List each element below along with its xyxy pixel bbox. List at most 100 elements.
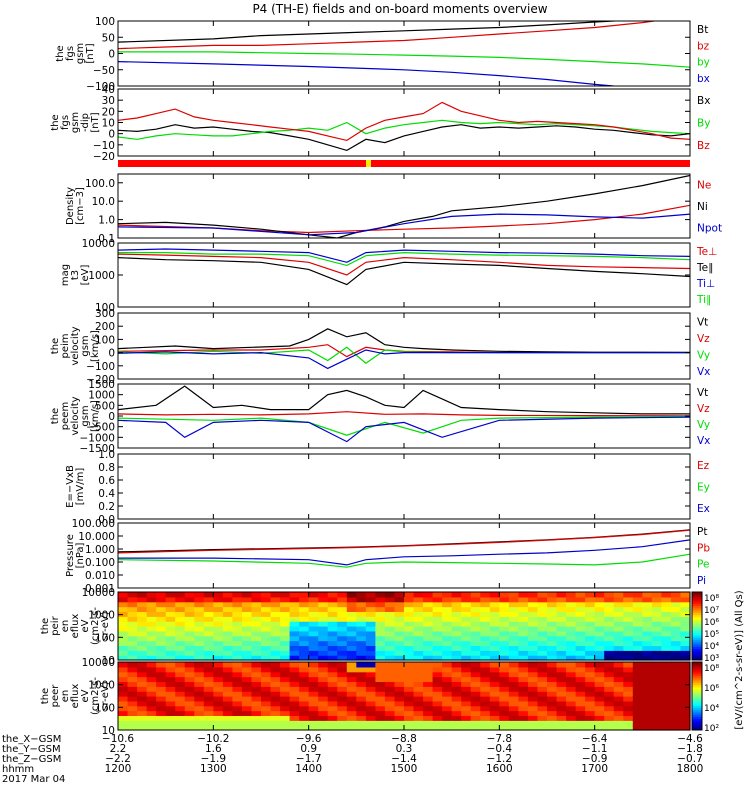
spectrogram-cell bbox=[251, 635, 262, 642]
spectrogram-cell bbox=[194, 592, 205, 598]
spectrogram-cell bbox=[337, 666, 348, 673]
spectrogram-cell bbox=[203, 645, 214, 651]
spectrogram-cell bbox=[556, 681, 567, 687]
spectrogram-cell bbox=[156, 650, 167, 656]
spectrogram-cell bbox=[632, 671, 643, 678]
spectrogram-cell bbox=[518, 606, 529, 613]
spectrogram-cell bbox=[613, 666, 624, 673]
spectrogram-cell bbox=[365, 630, 376, 637]
spectrogram-cell bbox=[632, 616, 643, 622]
spectrogram-cell bbox=[146, 630, 157, 637]
spectrogram-cell bbox=[375, 700, 386, 707]
axis-row-value: 1200 bbox=[105, 763, 132, 775]
spectrogram-cell bbox=[404, 666, 415, 673]
spectrogram-cell bbox=[661, 640, 672, 647]
spectrogram-cell bbox=[346, 700, 357, 707]
spectrogram-cell bbox=[613, 671, 624, 678]
spectrogram-cell bbox=[651, 676, 662, 683]
spectrogram-cell bbox=[451, 671, 462, 678]
spectrogram-cell bbox=[651, 666, 662, 673]
spectrogram-cell bbox=[308, 705, 319, 712]
colorbar-cell bbox=[692, 637, 702, 641]
spectrogram-cell bbox=[222, 626, 233, 632]
spectrogram-cell bbox=[480, 662, 491, 668]
spectrogram-cell bbox=[670, 696, 682, 702]
colorbar-cell bbox=[692, 601, 702, 604]
spectrogram-cell bbox=[184, 700, 195, 707]
ylabel-line: [cm−3] bbox=[75, 187, 86, 225]
spectrogram-cell bbox=[651, 601, 662, 608]
spectrogram-cell bbox=[680, 596, 691, 603]
spectrogram-cell bbox=[118, 691, 129, 697]
spectrogram-cell bbox=[184, 696, 195, 702]
spectrogram-cell bbox=[537, 671, 548, 678]
spectrogram-cell bbox=[651, 696, 662, 702]
spectrogram-cell bbox=[651, 662, 662, 668]
series-p4-Te⊥ bbox=[118, 253, 690, 276]
spectrogram-cell bbox=[127, 671, 138, 678]
spectrogram-cell bbox=[594, 691, 605, 697]
spectrogram-cell bbox=[118, 626, 129, 632]
axis-row-value: −1.4 bbox=[391, 753, 417, 765]
spectrograms: 10000100010010thepeirenefluxeV(cm2-s-sr-… bbox=[40, 587, 691, 737]
spectrogram-cell bbox=[222, 630, 233, 637]
spectrogram-cell bbox=[680, 611, 691, 617]
spectrogram-cell bbox=[632, 650, 643, 656]
spectrogram-cell bbox=[270, 630, 281, 637]
spectrogram-cell bbox=[175, 645, 186, 651]
spectrogram-cell bbox=[241, 601, 253, 608]
spectrogram-cell bbox=[680, 725, 691, 731]
spectrogram-cell bbox=[308, 676, 319, 683]
spectrogram-cell bbox=[680, 626, 691, 632]
spectrogram-cell bbox=[499, 606, 510, 613]
spectrogram-cell bbox=[118, 601, 129, 608]
ytick-label: −10 bbox=[93, 140, 115, 152]
spectrogram-cell bbox=[423, 655, 434, 661]
spectrogram-cell bbox=[632, 705, 643, 712]
spectrogram-cell bbox=[470, 630, 481, 637]
spectrogram-cell bbox=[642, 691, 653, 697]
spectrogram-cell bbox=[499, 715, 510, 721]
spectrogram-cell bbox=[137, 601, 148, 608]
spectrogram-cell bbox=[175, 691, 186, 697]
spectrogram-cell bbox=[384, 635, 396, 642]
spectrogram-cell bbox=[308, 650, 319, 656]
colorbar-cell bbox=[692, 711, 702, 715]
ylabel-line: fgs bbox=[65, 46, 76, 61]
spectrogram-cell bbox=[604, 596, 615, 603]
spectrogram-cell bbox=[251, 606, 262, 613]
spectrogram-cell bbox=[222, 725, 233, 731]
spectrogram-cell bbox=[261, 592, 272, 598]
spectrogram-cell bbox=[356, 650, 367, 656]
spectrogram-cell bbox=[613, 686, 624, 692]
colorbar-cell bbox=[692, 716, 702, 720]
spectrogram-cell bbox=[299, 592, 310, 598]
spectrogram-cell bbox=[518, 691, 529, 697]
spectrogram-cell bbox=[299, 640, 310, 647]
spectrogram-cell bbox=[146, 596, 157, 603]
spectrogram-cell bbox=[575, 606, 586, 613]
spectrogram-cell bbox=[222, 616, 233, 622]
spectrogram-cell bbox=[137, 592, 148, 598]
spectrogram-cell bbox=[384, 616, 396, 622]
spectrogram-cell bbox=[356, 655, 367, 661]
spectrogram-cell bbox=[537, 681, 548, 687]
spectrogram-cell bbox=[508, 640, 519, 647]
spectrogram-cell bbox=[670, 635, 682, 642]
spectrogram-cell bbox=[461, 655, 472, 661]
spectrogram-cell bbox=[327, 635, 338, 642]
colorbar-cell bbox=[692, 632, 702, 636]
spectrogram-cell bbox=[394, 725, 405, 731]
colorbar-tick-label: 10⁶ bbox=[704, 684, 719, 694]
series-p1-bx bbox=[118, 61, 614, 86]
spectrogram-cell bbox=[137, 696, 148, 702]
spectrogram-cell bbox=[651, 725, 662, 731]
spectrogram-cell bbox=[165, 655, 176, 661]
spectrogram-cell bbox=[404, 725, 415, 731]
spectrogram-cell bbox=[222, 592, 233, 598]
spectrogram-cell bbox=[585, 626, 596, 632]
spectrogram-cell bbox=[222, 681, 233, 687]
spectrogram-cell bbox=[308, 630, 319, 637]
spectrogram-cell bbox=[604, 676, 615, 683]
spectrogram-cell bbox=[137, 635, 148, 642]
